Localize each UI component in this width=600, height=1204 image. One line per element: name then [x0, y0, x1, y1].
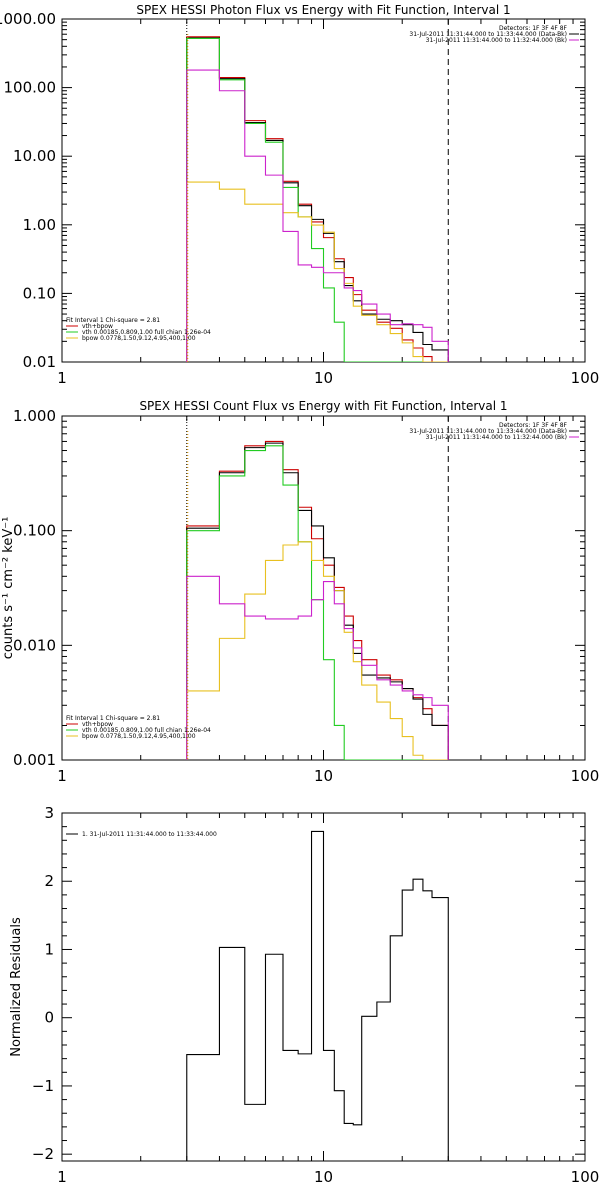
y-tick-label: 0.01	[23, 353, 56, 371]
y-tick-label: 10.00	[13, 147, 56, 165]
y-tick-label: 1.000	[13, 407, 56, 425]
x-tick-label: 100	[571, 767, 600, 785]
panel-3: Normalized Residuals 1 10 100 −2 −1 0 1 2 3 1. 31-…	[9, 804, 599, 1186]
y-axis-label: Normalized Residuals	[9, 917, 24, 1057]
header-line: 31-Jul-2011 11:31:44.000 to 11:33:44.000…	[409, 428, 567, 435]
x-tick-label: 100	[571, 1168, 600, 1186]
legend-entry: vth+bpow	[82, 323, 113, 330]
y-tick-label: 0.10	[23, 284, 56, 302]
y-tick-label: 0.010	[13, 636, 56, 654]
series-line-background	[186, 69, 449, 362]
series-line-fit_total	[186, 36, 449, 362]
y-ticks	[62, 415, 585, 761]
x-tick-label: 100	[571, 369, 600, 387]
y-ticks	[62, 812, 585, 1155]
y-tick-label: 0	[44, 1009, 54, 1027]
y-tick-label: 3	[44, 804, 54, 822]
series-line-bpow	[186, 181, 449, 362]
x-tick-label: 1	[57, 767, 67, 785]
x-tick-label: 1	[57, 1168, 67, 1186]
y-tick-label: 1.00	[23, 216, 56, 234]
header-line: 31-Jul-2011 11:31:44.000 to 11:32:44.000…	[426, 434, 567, 441]
header-line: 31-Jul-2011 11:31:44.000 to 11:33:44.000…	[409, 31, 567, 38]
chart-title: SPEX HESSI Count Flux vs Energy with Fit…	[139, 399, 507, 413]
y-tick-label: −1	[32, 1077, 54, 1095]
series-group	[186, 440, 449, 760]
y-tick-label: 100.00	[4, 79, 57, 97]
legend-entry: vth 0.00185,0.809,1.00 full chian 1.26e-…	[82, 329, 211, 336]
y-axis-label: counts s⁻¹ cm⁻² keV⁻¹	[1, 517, 16, 660]
y-tick-label: 0.001	[13, 751, 56, 769]
chart-title: SPEX HESSI Photon Flux vs Energy with Fi…	[136, 3, 510, 17]
series-group	[186, 830, 449, 1161]
x-tick-label: 1	[57, 369, 67, 387]
series-group	[186, 36, 449, 362]
y-tick-label: 0.100	[13, 522, 56, 540]
header-line: Detectors: 1F 3F 4F 8F	[499, 422, 568, 429]
x-ticks	[61, 19, 574, 362]
legend-entry: bpow 0.0778,1.50,9.12,4.95,400,1.00	[82, 733, 196, 740]
series-line-bpow	[186, 541, 449, 760]
legend-entry: Fit Interval 1 Chi-square = 2.81	[66, 317, 160, 324]
x-tick-label: 10	[314, 1168, 333, 1186]
series-line-total	[186, 830, 449, 1161]
x-tick-label: 10	[314, 369, 333, 387]
legend-entry: bpow 0.0778,1.50,9.12,4.95,400,1.00	[82, 335, 196, 342]
panel-2: SPEX HESSI Count Flux vs Energy with Fit…	[1, 399, 599, 785]
header-line: 31-Jul-2011 11:31:44.000 to 11:32:44.000…	[426, 37, 567, 44]
series-line-background	[186, 575, 449, 760]
legend-entry: Fit Interval 1 Chi-square = 2.81	[66, 715, 160, 722]
x-tick-label: 10	[314, 767, 333, 785]
panel-1: SPEX HESSI Photon Flux vs Energy with Fi…	[0, 3, 599, 387]
y-tick-label: −2	[32, 1145, 54, 1163]
y-tick-label: 1	[44, 940, 54, 958]
legend-entry: 1. 31-Jul-2011 11:31:44.000 to 11:33:44.…	[82, 831, 217, 838]
legend-entry: vth+bpow	[82, 721, 113, 728]
y-tick-label: 1000.00	[0, 10, 56, 28]
y-ticks	[62, 18, 585, 363]
legend-entry: vth 0.00185,0.809,1.00 full chian 1.26e-…	[82, 727, 211, 734]
header-line: Detectors: 1F 3F 4F 8F	[499, 25, 568, 32]
y-tick-label: 2	[44, 872, 54, 890]
